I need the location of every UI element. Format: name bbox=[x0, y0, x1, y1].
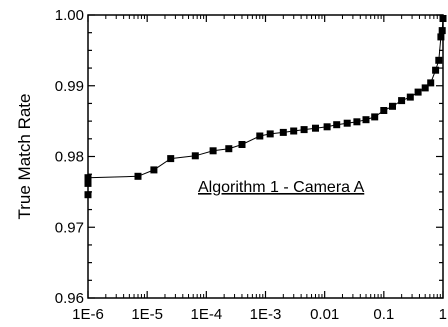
data-point bbox=[225, 145, 233, 153]
data-point bbox=[406, 93, 414, 101]
data-point bbox=[389, 102, 396, 110]
ticks-layer: 0.96 0.97 0.98 0.99 1.00 1E-6 1E-5 1E-4 1E-3 0.01… bbox=[55, 7, 447, 323]
data-point bbox=[191, 152, 199, 160]
data-point bbox=[432, 66, 440, 74]
y-tick-label: 1.00 bbox=[55, 7, 84, 24]
data-point bbox=[150, 166, 158, 174]
data-point bbox=[435, 56, 443, 64]
data-point bbox=[279, 128, 287, 136]
y-tick-label: 0.97 bbox=[55, 219, 84, 236]
data-point bbox=[343, 119, 351, 127]
x-tick-label: 1E-6 bbox=[72, 306, 104, 323]
data-point bbox=[290, 127, 298, 135]
data-point bbox=[437, 33, 445, 41]
data-point bbox=[167, 155, 175, 163]
data-point bbox=[414, 88, 422, 96]
data-point bbox=[362, 116, 370, 124]
annotation-algorithm-camera: Algorithm 1 - Camera A bbox=[198, 179, 365, 196]
data-point bbox=[353, 118, 361, 126]
data-point bbox=[300, 126, 308, 134]
x-tick-label: 1E-4 bbox=[190, 306, 222, 323]
data-point bbox=[398, 97, 406, 105]
y-axis-title: True Match Rate bbox=[15, 94, 34, 220]
data-point bbox=[256, 132, 264, 140]
data-point bbox=[438, 27, 446, 35]
x-tick-label: 0.01 bbox=[310, 306, 339, 323]
y-tick-label: 0.96 bbox=[55, 290, 84, 307]
y-tick-label: 0.99 bbox=[55, 78, 84, 95]
plot-frame bbox=[87, 14, 444, 299]
data-point bbox=[238, 141, 246, 148]
x-tick-label: 1E-5 bbox=[131, 306, 163, 323]
x-tick-label: 1E-3 bbox=[250, 306, 282, 323]
data-point bbox=[134, 172, 142, 180]
data-point bbox=[312, 124, 319, 132]
y-tick-label: 0.98 bbox=[55, 149, 84, 166]
data-point bbox=[323, 123, 331, 131]
data-point bbox=[371, 113, 379, 121]
x-tick-label: 0.1 bbox=[373, 306, 394, 323]
data-point bbox=[266, 130, 274, 138]
data-point bbox=[427, 79, 435, 87]
data-point bbox=[380, 107, 388, 114]
data-point bbox=[209, 147, 217, 155]
series-layer bbox=[84, 15, 447, 199]
data-point bbox=[333, 121, 341, 129]
data-point bbox=[421, 84, 429, 92]
x-tick-label: 1 bbox=[439, 306, 447, 323]
